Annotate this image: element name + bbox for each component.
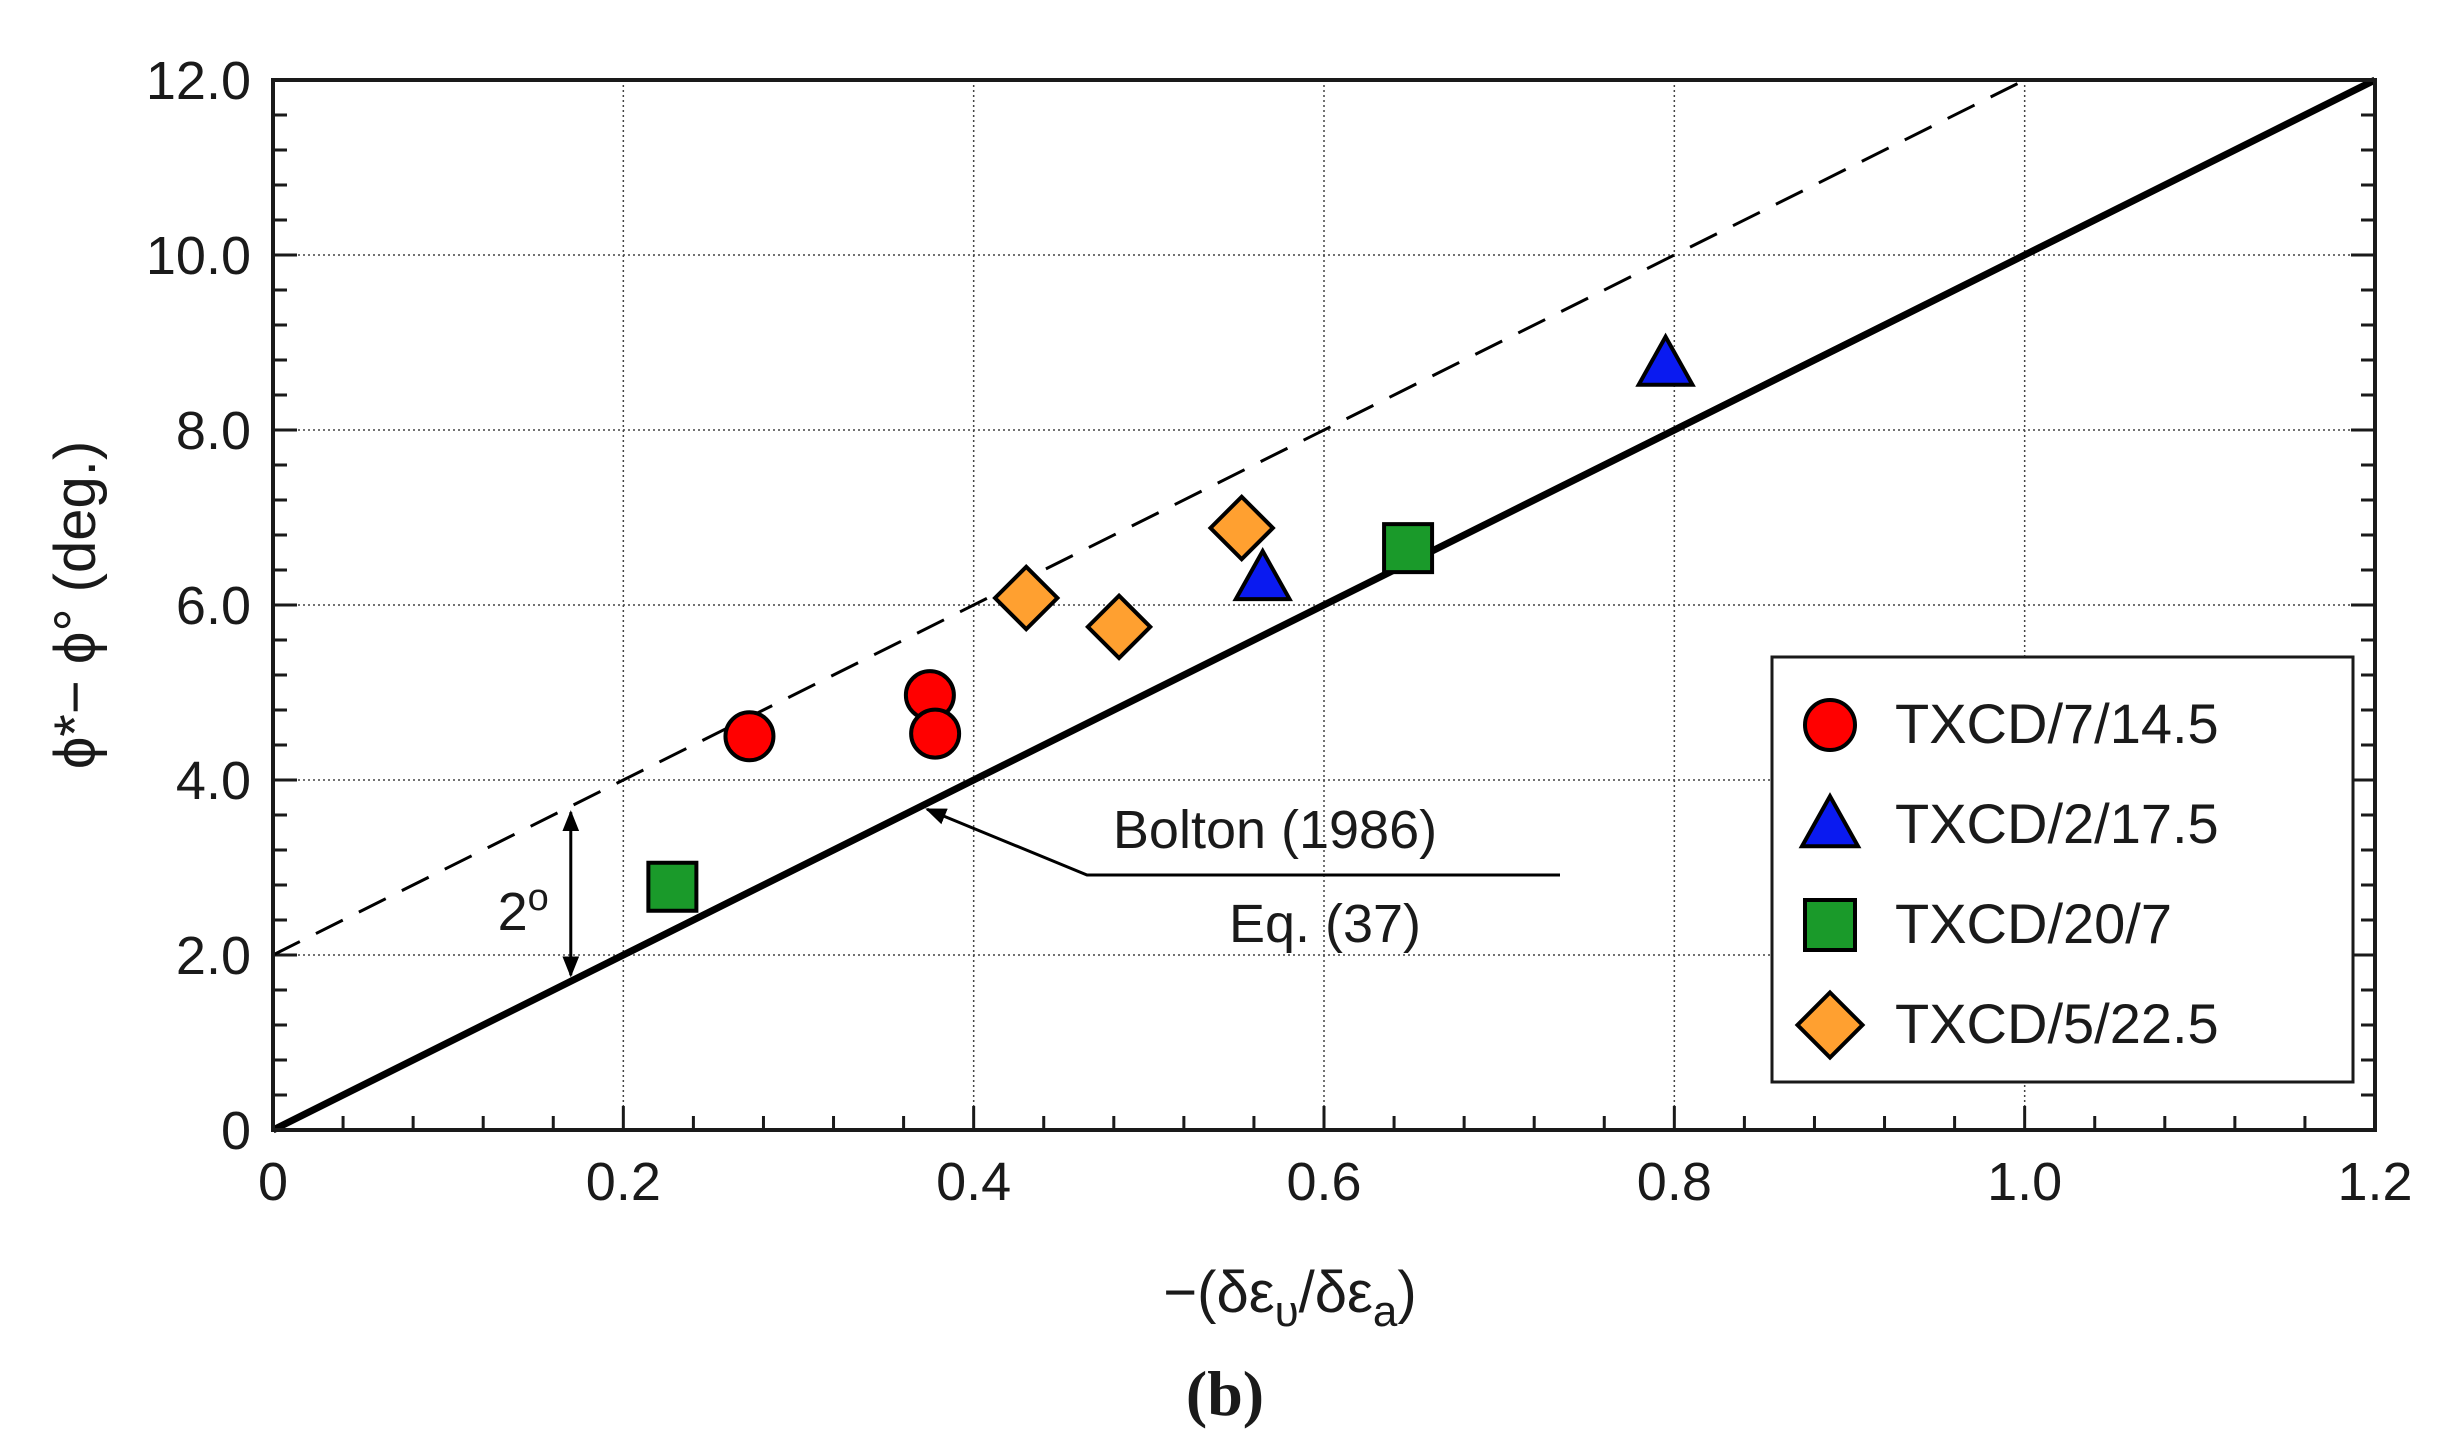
x-axis-title-part-3: ) (1397, 1260, 1416, 1325)
x-tick-label: 0.2 (586, 1152, 661, 1212)
x-tick-label: 0.4 (936, 1152, 1011, 1212)
y-axis-title: ϕ*− ϕ° (deg.) (43, 441, 108, 769)
legend-box (1770, 655, 2355, 1084)
bolton-label: Bolton (1986) (1113, 800, 1437, 860)
x-axis-title-part-1: −(δε (1163, 1260, 1274, 1325)
x-tick-label: 1.0 (1987, 1152, 2062, 1212)
marker-circle (909, 707, 962, 760)
legend-symbol-diamond (1794, 989, 1866, 1061)
figure-caption: (b) (1186, 1358, 1264, 1429)
y-tick-label: 8.0 (176, 401, 251, 461)
y-tick-label: 10.0 (146, 226, 251, 286)
dashed-offset-line (272, 78, 2026, 957)
y-tick-label: 0 (221, 1101, 251, 1161)
y-tick-labels: 0 2.0 4.0 6.0 8.0 10.0 12.0 (146, 51, 251, 1161)
legend-symbol-triangle (1798, 792, 1862, 849)
x-axis-title-part-2: /δε (1299, 1260, 1373, 1325)
x-tick-label: 1.2 (2337, 1152, 2412, 1212)
marker-diamond (1085, 592, 1154, 661)
bolton-leader-line (925, 807, 1560, 877)
marker-square (1382, 522, 1435, 575)
legend-label-series-2: TXCD/2/17.5 (1895, 792, 2219, 855)
y-tick-label: 4.0 (176, 751, 251, 811)
offset-label: 2o (498, 877, 549, 942)
y-tick-label: 6.0 (176, 576, 251, 636)
legend-symbols (1794, 698, 1866, 1061)
offset-label-degree: o (528, 877, 549, 919)
bolton-annotation: Bolton (1986) Eq. (37) (925, 800, 1560, 954)
marker-diamond (992, 563, 1061, 633)
legend: TXCD/7/14.5 TXCD/2/17.5 TXCD/20/7 TXCD/5… (1770, 655, 2355, 1084)
x-axis-title-sub-1: υ (1275, 1287, 1299, 1336)
marker-triangle (1232, 547, 1293, 602)
legend-label-series-1: TXCD/7/14.5 (1895, 692, 2219, 755)
x-tick-label: 0.6 (1286, 1152, 1361, 1212)
offset-annotation: 2o (498, 810, 580, 978)
plot-frame (271, 78, 2377, 1132)
y-tick-label: 2.0 (176, 926, 251, 986)
marker-square (646, 860, 699, 913)
data-markers (646, 332, 1696, 913)
legend-label-series-4: TXCD/5/22.5 (1895, 992, 2219, 1055)
marker-diamond (1207, 493, 1276, 563)
x-tick-labels: 0 0.2 0.4 0.6 0.8 1.0 1.2 (258, 1152, 2413, 1212)
x-axis-title: −(δευ/δεa) (1163, 1260, 1416, 1336)
x-axis-title-sub-2: a (1373, 1287, 1398, 1336)
marker-triangle (1635, 332, 1696, 387)
marker-circle (723, 710, 776, 763)
reference-lines (271, 76, 2377, 1134)
x-tick-label: 0.8 (1637, 1152, 1712, 1212)
y-tick-label: 12.0 (146, 51, 251, 111)
legend-symbol-circle (1803, 698, 1857, 752)
x-tick-label: 0 (258, 1152, 288, 1212)
equation-label: Eq. (37) (1229, 894, 1421, 954)
legend-symbol-square (1803, 898, 1857, 952)
offset-label-value: 2 (498, 882, 528, 942)
bolton-line (271, 76, 2377, 1134)
legend-label-series-3: TXCD/20/7 (1895, 892, 2172, 955)
